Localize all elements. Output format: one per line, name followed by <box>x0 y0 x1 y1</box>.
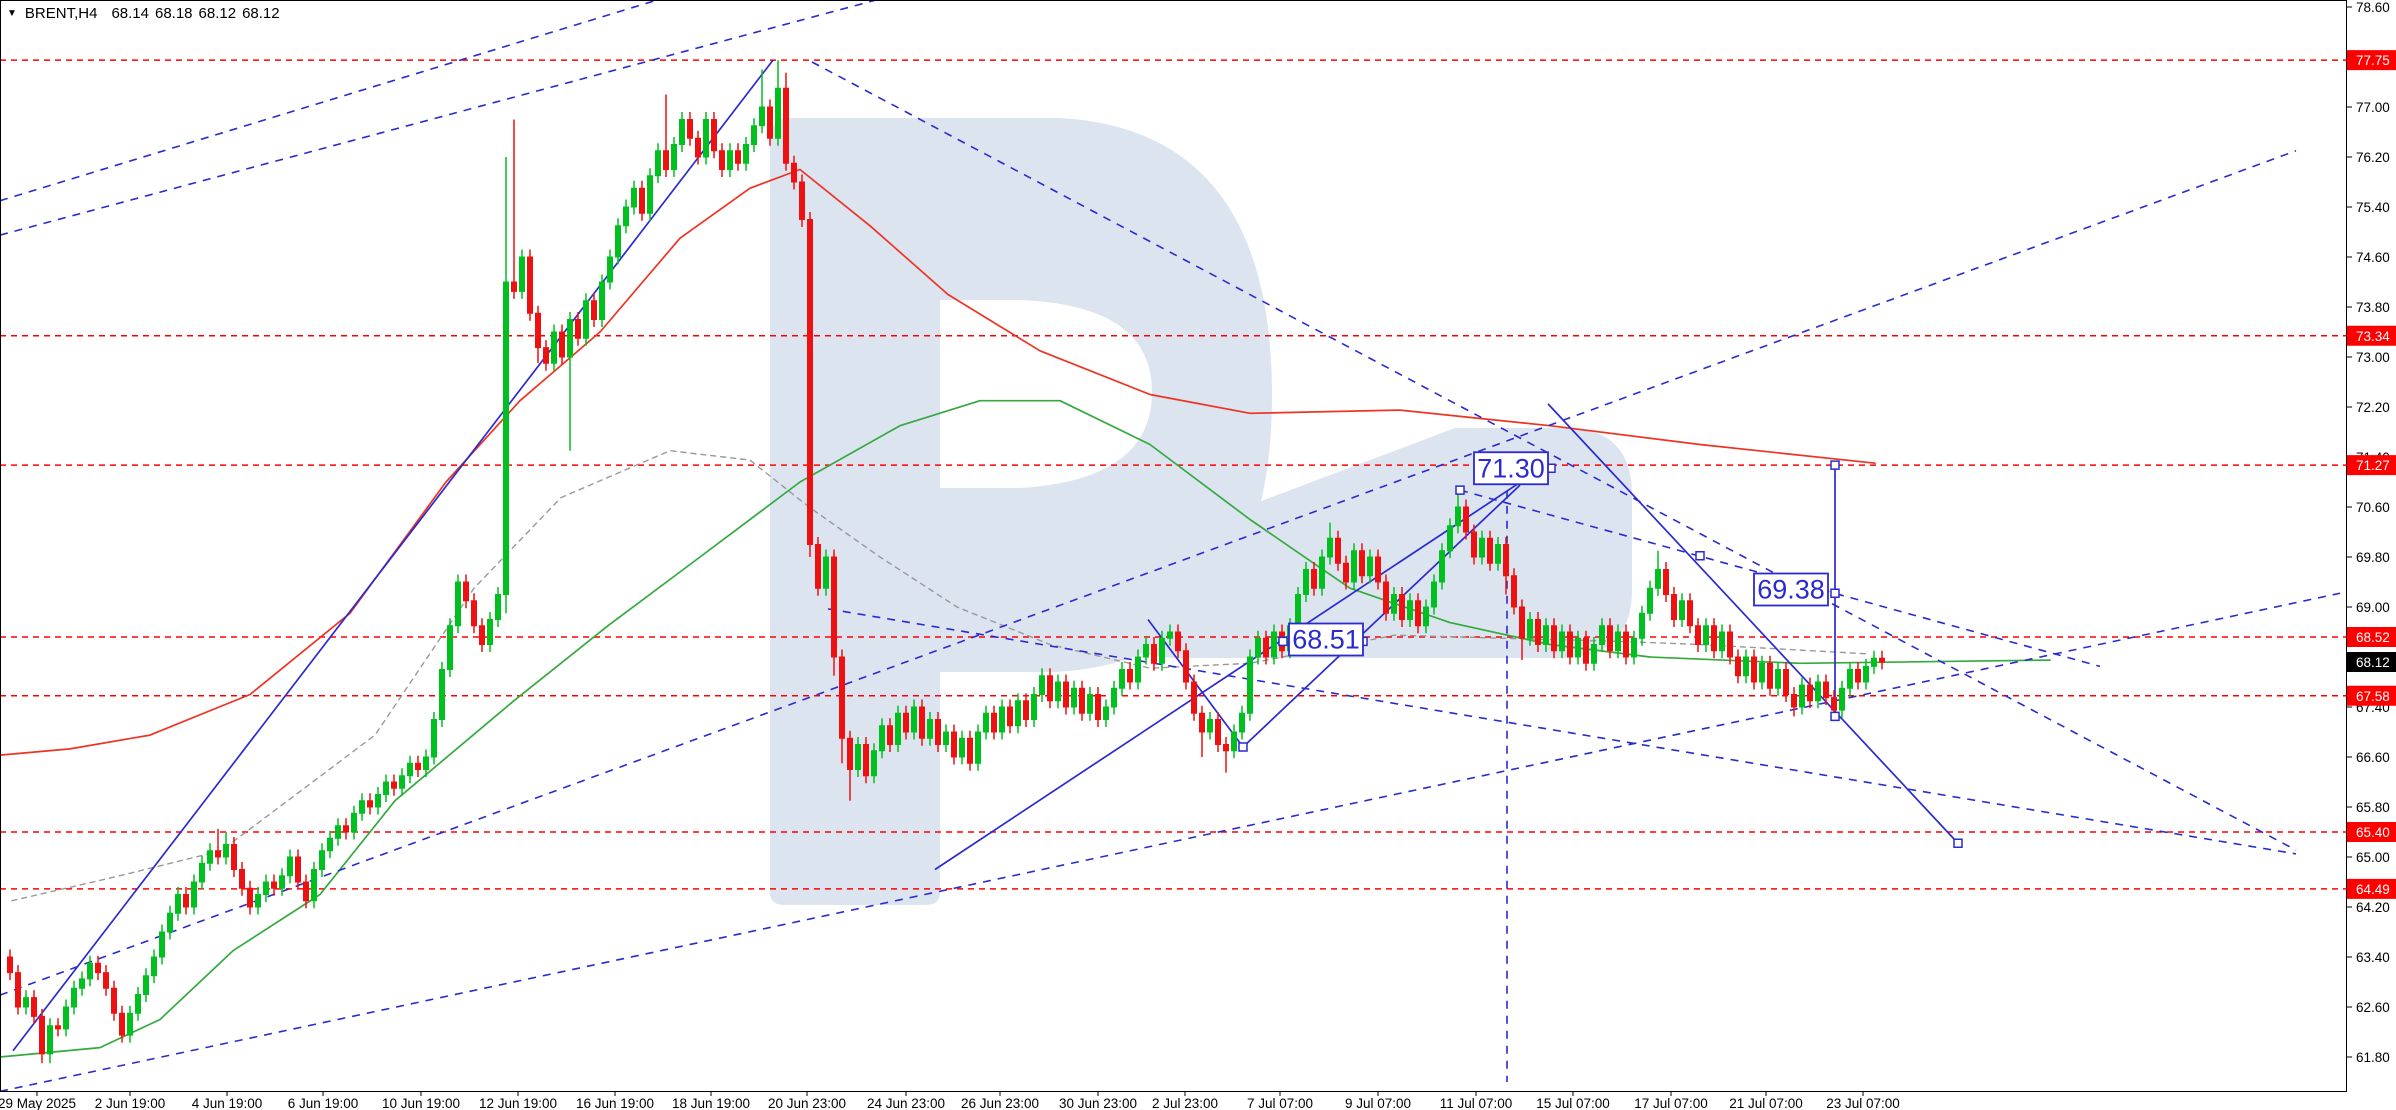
svg-text:73.00: 73.00 <box>2356 350 2390 365</box>
svg-text:68.51: 68.51 <box>1292 625 1360 655</box>
symbol-ohlc-header: ▼ BRENT,H4 68.14 68.18 68.12 68.12 <box>7 5 280 22</box>
svg-text:9 Jul 07:00: 9 Jul 07:00 <box>1345 1096 1411 1110</box>
drawing-handle <box>1953 838 1963 848</box>
drawing-handle <box>1455 485 1465 495</box>
quote-high: 68.18 <box>154 5 193 22</box>
svg-text:69.80: 69.80 <box>2356 550 2390 565</box>
svg-text:6 Jun 19:00: 6 Jun 19:00 <box>288 1096 359 1110</box>
svg-text:21 Jul 07:00: 21 Jul 07:00 <box>1729 1096 1803 1110</box>
symbol-collapse-icon[interactable]: ▼ <box>7 8 17 19</box>
svg-text:69.00: 69.00 <box>2356 600 2390 615</box>
svg-text:26 Jun 23:00: 26 Jun 23:00 <box>961 1096 1039 1110</box>
svg-text:16 Jun 19:00: 16 Jun 19:00 <box>576 1096 654 1110</box>
drawing-handle <box>1238 742 1248 752</box>
annotation-box-69.38[interactable] <box>1753 572 1829 607</box>
svg-text:30 Jun 23:00: 30 Jun 23:00 <box>1059 1096 1137 1110</box>
drawing-handle <box>1830 588 1840 598</box>
annotation-box-71.30[interactable] <box>1473 451 1549 486</box>
svg-text:23 Jul 07:00: 23 Jul 07:00 <box>1826 1096 1900 1110</box>
svg-text:4 Jun 19:00: 4 Jun 19:00 <box>192 1096 263 1110</box>
level-price-tag <box>2347 822 2396 842</box>
drawing-handle <box>1830 460 1840 470</box>
dashed-trendline <box>0 149 2297 996</box>
price-levels <box>0 59 2346 890</box>
svg-text:75.40: 75.40 <box>2356 200 2390 215</box>
svg-text:65.40: 65.40 <box>2356 825 2390 840</box>
symbol-name: BRENT,H4 <box>24 5 98 22</box>
svg-text:70.60: 70.60 <box>2356 500 2390 515</box>
svg-text:20 Jun 23:00: 20 Jun 23:00 <box>768 1096 846 1110</box>
svg-text:77.75: 77.75 <box>2356 53 2390 68</box>
svg-text:63.40: 63.40 <box>2356 950 2390 965</box>
svg-text:73.34: 73.34 <box>2356 329 2390 344</box>
solid-trendline <box>12 59 774 1052</box>
svg-text:62.60: 62.60 <box>2356 1000 2390 1015</box>
svg-text:71.30: 71.30 <box>1477 453 1545 483</box>
watermark-logo <box>770 118 1632 905</box>
svg-text:61.80: 61.80 <box>2356 1050 2390 1065</box>
quote-open: 68.14 <box>111 5 149 22</box>
svg-text:77.00: 77.00 <box>2356 100 2390 115</box>
annotation-box-68.51[interactable] <box>1288 622 1364 657</box>
level-price-tag <box>2347 50 2396 71</box>
svg-text:12 Jun 19:00: 12 Jun 19:00 <box>479 1096 557 1110</box>
svg-text:24 Jun 23:00: 24 Jun 23:00 <box>867 1096 945 1110</box>
trendline-drawings[interactable] <box>0 0 2341 1091</box>
current-price-tag <box>2347 652 2396 672</box>
svg-text:74.60: 74.60 <box>2356 250 2390 265</box>
svg-text:65.80: 65.80 <box>2356 800 2390 815</box>
drawing-handle <box>1278 636 1288 647</box>
svg-text:67.58: 67.58 <box>2356 689 2390 704</box>
dashed-trendline <box>0 0 660 202</box>
svg-text:2 Jul 23:00: 2 Jul 23:00 <box>1152 1096 1218 1110</box>
drawing-handles[interactable] <box>1238 460 1963 848</box>
svg-text:7 Jul 07:00: 7 Jul 07:00 <box>1247 1096 1313 1110</box>
quote-low: 68.12 <box>198 5 237 22</box>
svg-text:78.60: 78.60 <box>2356 0 2390 15</box>
quote-close: 68.12 <box>242 5 280 22</box>
plot-border <box>0 0 2347 1092</box>
svg-text:11 Jul 07:00: 11 Jul 07:00 <box>1440 1096 1513 1110</box>
svg-text:71.27: 71.27 <box>2356 458 2390 473</box>
drawing-handle <box>1830 711 1840 722</box>
level-price-tag <box>2347 455 2396 476</box>
svg-text:72.20: 72.20 <box>2356 400 2390 415</box>
svg-text:73.80: 73.80 <box>2356 300 2390 315</box>
svg-text:68.52: 68.52 <box>2356 630 2390 645</box>
svg-text:64.49: 64.49 <box>2356 882 2390 897</box>
svg-text:66.60: 66.60 <box>2356 750 2390 765</box>
level-price-tag <box>2347 685 2396 706</box>
svg-text:76.20: 76.20 <box>2356 150 2390 165</box>
svg-text:29 May 2025: 29 May 2025 <box>0 1096 76 1110</box>
drawing-handle <box>1695 551 1705 561</box>
svg-text:65.00: 65.00 <box>2356 850 2390 865</box>
level-price-tag <box>2347 325 2396 346</box>
dashed-trendline <box>0 0 880 236</box>
solid-trendline <box>1547 403 1959 844</box>
level-price-tag <box>2347 627 2396 647</box>
svg-text:17 Jul 07:00: 17 Jul 07:00 <box>1634 1096 1708 1110</box>
candles-layer <box>7 60 1885 1064</box>
svg-text:2 Jun 19:00: 2 Jun 19:00 <box>95 1096 166 1110</box>
annotation-labels[interactable]: 71.30 69.38 68.51 <box>1288 451 1829 657</box>
dashed-trendline <box>811 61 2297 851</box>
svg-text:64.20: 64.20 <box>2356 900 2390 915</box>
indicator-lines <box>0 168 2051 1058</box>
svg-text:68.12: 68.12 <box>2356 655 2390 670</box>
svg-text:10 Jun 19:00: 10 Jun 19:00 <box>382 1096 460 1110</box>
svg-text:18 Jun 19:00: 18 Jun 19:00 <box>672 1096 750 1110</box>
solid-trendline <box>934 462 1550 871</box>
time-axis[interactable]: 29 May 2025 2 Jun 19:00 4 Jun 19:00 6 Jun 1… <box>0 1091 1900 1110</box>
price-axis[interactable]: 78.6077.8077.0076.2075.4074.6073.8073.00… <box>2346 0 2396 1065</box>
svg-text:69.38: 69.38 <box>1757 575 1825 605</box>
svg-text:15 Jul 07:00: 15 Jul 07:00 <box>1536 1096 1610 1110</box>
level-price-tag <box>2347 878 2396 899</box>
